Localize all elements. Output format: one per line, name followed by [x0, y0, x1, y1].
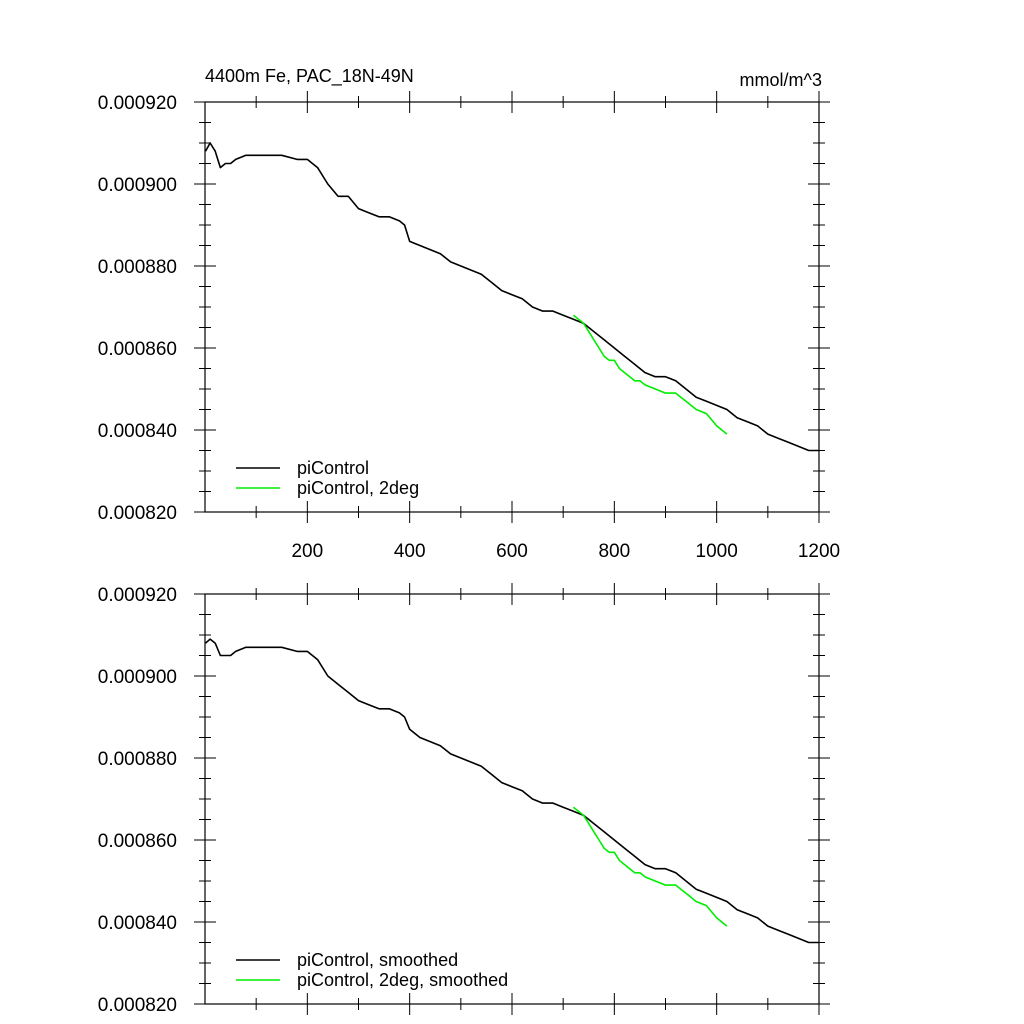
y-tick-label: 0.000840 [98, 913, 177, 934]
y-tick-label: 0.000860 [98, 831, 177, 852]
legend-label: piControl, 2deg [297, 478, 419, 498]
x-tick-label: 1000 [696, 541, 738, 562]
y-tick-label: 0.000920 [98, 585, 177, 606]
chart-panel-top: 200 400 600 800 1000 1200 0.000820 0.000840 0.00… [98, 66, 840, 562]
y-tick-label: 0.000820 [98, 995, 177, 1016]
x-tick-label: 1200 [798, 541, 840, 562]
y-tick-label: 0.000900 [98, 175, 177, 196]
y-tick-label: 0.000880 [98, 257, 177, 278]
y-tick-label: 0.000820 [98, 503, 177, 524]
chart-title: 4400m Fe, PAC_18N-49N [205, 66, 414, 87]
y-tick-label: 0.000900 [98, 667, 177, 688]
plot-frame [204, 101, 820, 513]
series-line-picontrol-2deg [572, 806, 728, 927]
x-tick-label: 200 [291, 541, 323, 562]
legend-label: piControl, 2deg, smoothed [297, 970, 508, 990]
y-tick-label: 0.000880 [98, 749, 177, 770]
chart-panel-bottom: 0.000820 0.000840 0.000860 0.000880 0.000900… [98, 583, 830, 1016]
x-tick-label: 400 [394, 541, 426, 562]
legend-label: piControl, smoothed [297, 950, 458, 970]
y-tick-label: 0.000920 [98, 93, 177, 114]
series-line-picontrol-2deg [572, 314, 728, 435]
y-tick-label: 0.000840 [98, 421, 177, 442]
x-tick-label: 600 [496, 541, 528, 562]
series-line-picontrol [204, 638, 819, 944]
legend-label: piControl [297, 458, 369, 478]
x-tick-label: 800 [598, 541, 630, 562]
series-line-picontrol [204, 142, 819, 452]
plot-frame [204, 593, 820, 1005]
y-tick-label: 0.000860 [98, 339, 177, 360]
units-label: mmol/m^3 [740, 70, 822, 90]
